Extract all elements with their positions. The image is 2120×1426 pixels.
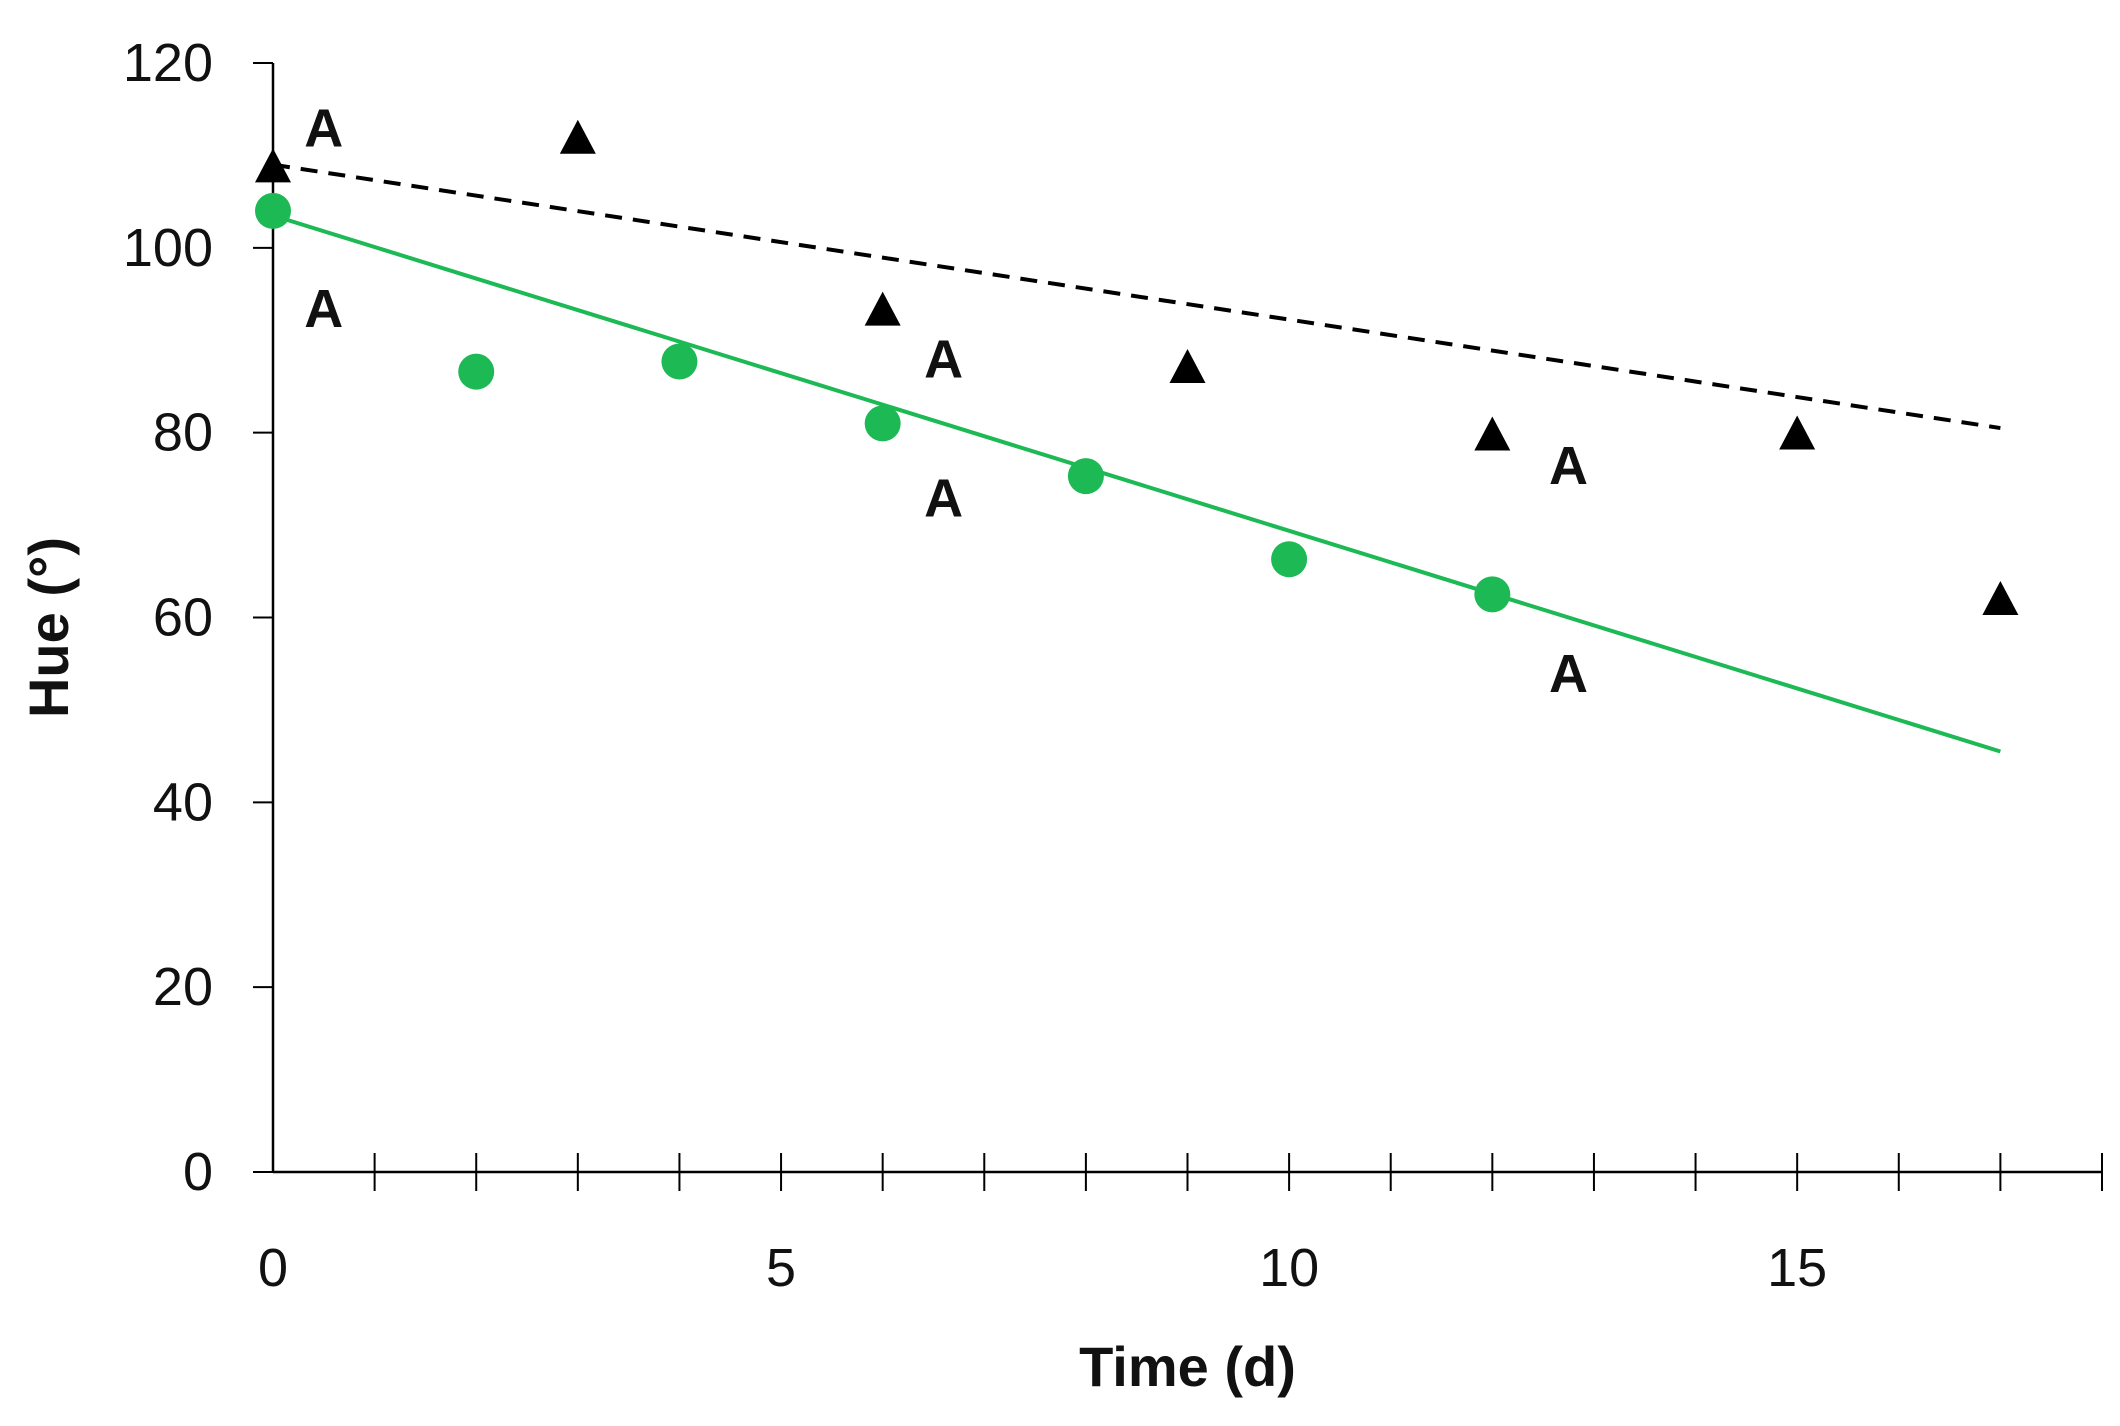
- circle-point: [864, 405, 901, 442]
- annotation-label: A: [924, 468, 963, 528]
- y-tick-label: 80: [153, 403, 213, 463]
- circle-point: [458, 353, 495, 390]
- triangle-point: [255, 148, 291, 183]
- circle-point: [1271, 541, 1308, 578]
- ticks: 0 20 40 60 80 100 120 0 5 10 15: [123, 33, 2103, 1298]
- circle-point: [255, 192, 291, 229]
- y-tick-label: 40: [153, 772, 213, 832]
- circle-point: [661, 343, 698, 380]
- annotation-label: A: [1549, 644, 1588, 704]
- triangle-point: [1982, 580, 2019, 615]
- y-axis-title: Hue (°): [17, 537, 80, 718]
- x-tick-label: 0: [258, 1238, 288, 1298]
- circle-point: [1474, 576, 1511, 613]
- data-points: [255, 119, 2019, 615]
- triangle-point: [1779, 415, 1816, 450]
- trendline-triangle: [272, 162, 2001, 431]
- triangle-point: [1169, 348, 1206, 383]
- trendlines: [272, 162, 2001, 754]
- annotations: A A A A A A: [304, 99, 1588, 704]
- circle-point: [1067, 458, 1104, 495]
- annotation-label: A: [304, 99, 343, 159]
- annotation-label: A: [304, 279, 343, 339]
- x-tick-label: 10: [1259, 1238, 1319, 1298]
- axes: [271, 63, 2102, 1174]
- y-tick-label: 100: [123, 218, 213, 278]
- y-tick-label: 120: [123, 33, 213, 93]
- x-axis-title: Time (d): [1079, 1335, 1296, 1398]
- y-tick-label: 60: [153, 588, 213, 648]
- triangle-point: [1474, 416, 1511, 451]
- x-tick-label: 5: [766, 1238, 796, 1298]
- y-tick-label: 0: [183, 1142, 213, 1202]
- y-tick-label: 20: [153, 957, 213, 1017]
- trendline-circle: [272, 213, 2001, 754]
- annotation-label: A: [1549, 436, 1588, 496]
- triangle-point: [864, 291, 901, 326]
- annotation-label: A: [924, 330, 963, 390]
- x-tick-label: 15: [1767, 1238, 1827, 1298]
- triangle-point: [559, 119, 596, 154]
